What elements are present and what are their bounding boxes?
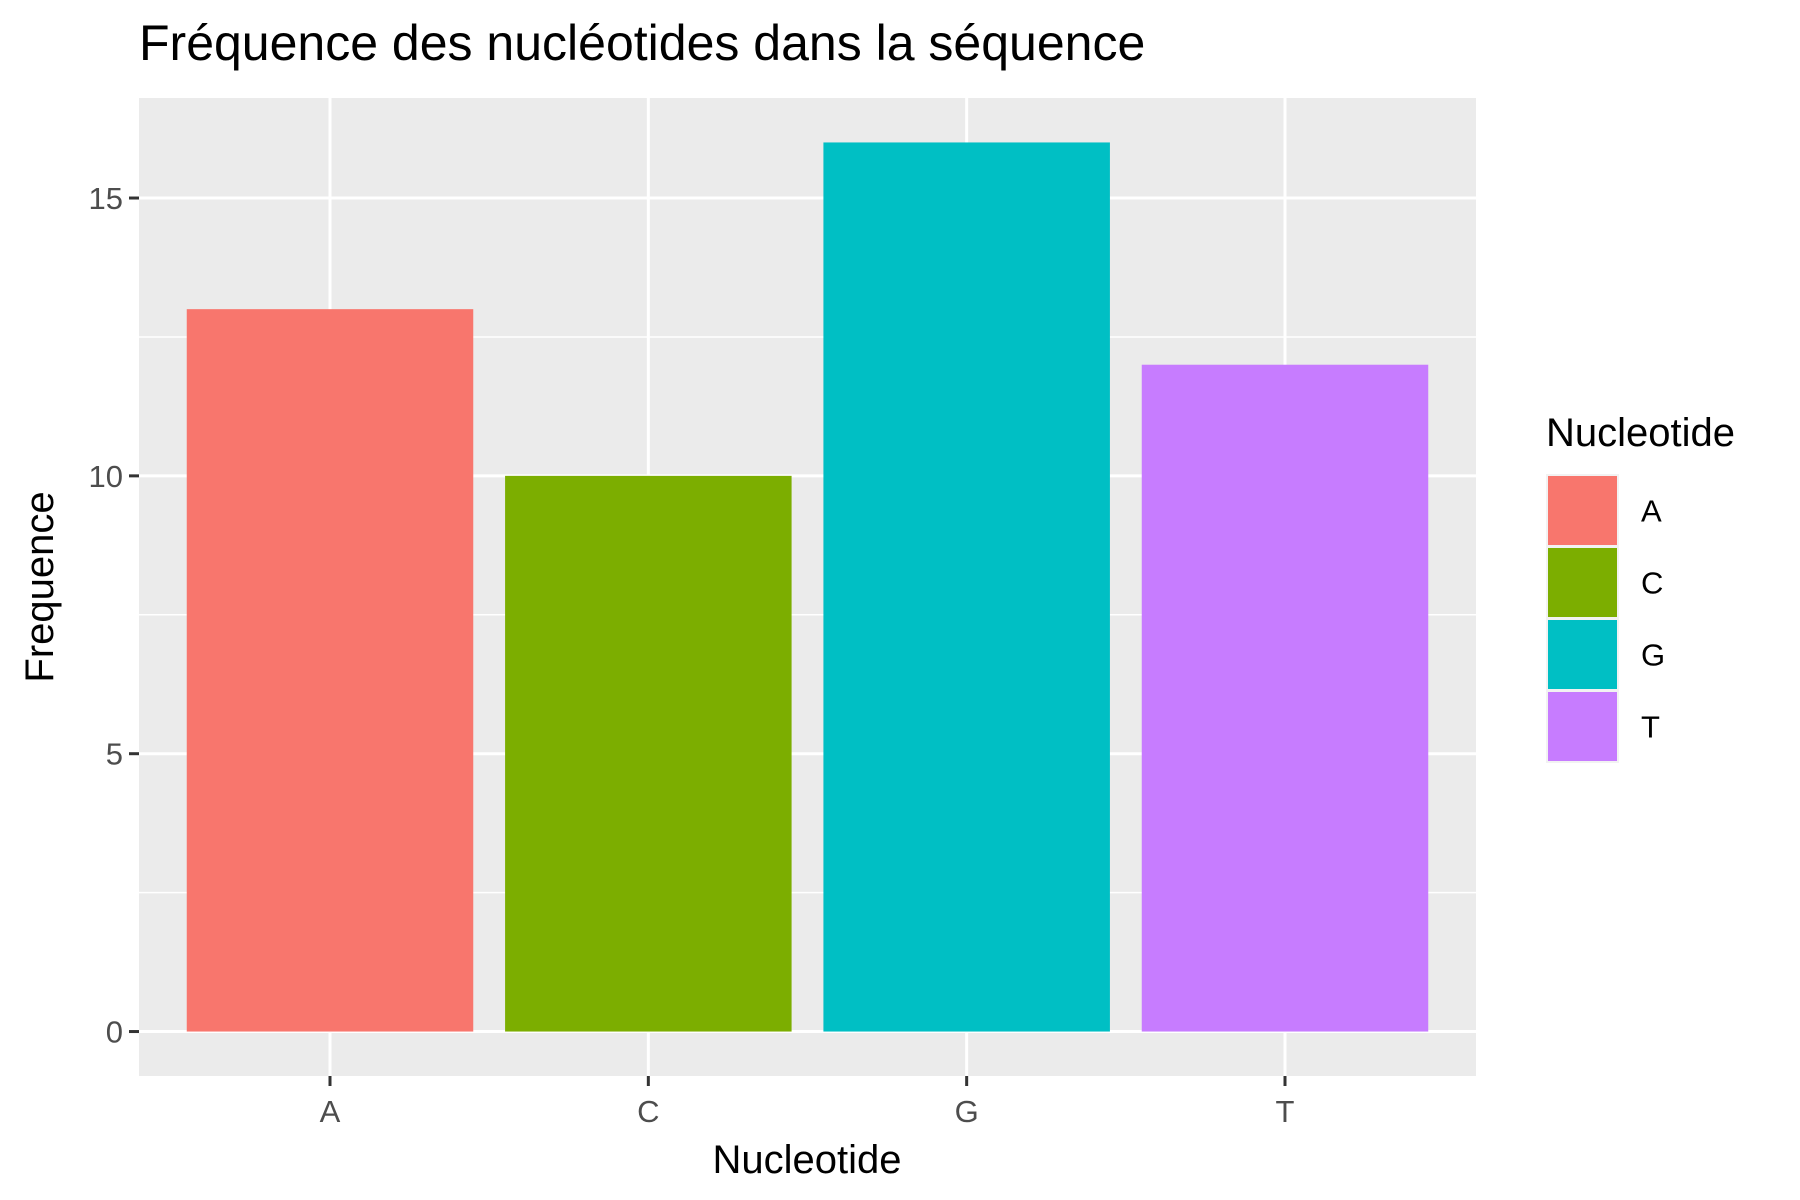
- y-axis: 0 5 10 15: [89, 181, 139, 1050]
- bars-group: [186, 142, 1429, 1032]
- legend-label: A: [1641, 494, 1662, 529]
- bar-c: [505, 475, 792, 1032]
- y-tick-label: 0: [106, 1015, 123, 1050]
- legend-swatch-g: [1548, 620, 1617, 689]
- x-tick-label: C: [637, 1094, 659, 1129]
- y-axis-title: Frequence: [18, 491, 62, 682]
- legend-swatch-c: [1548, 548, 1617, 617]
- y-tick-label: 15: [89, 181, 123, 216]
- x-tick-label: A: [320, 1094, 341, 1129]
- y-tick-label: 10: [89, 459, 123, 494]
- legend-label: G: [1641, 638, 1665, 673]
- legend-swatch-t: [1548, 692, 1617, 761]
- bar-g: [823, 142, 1110, 1032]
- x-tick-label: T: [1276, 1094, 1295, 1129]
- legend: A C G T: [1546, 474, 1665, 763]
- x-tick-label: G: [955, 1094, 979, 1129]
- legend-swatch-a: [1548, 476, 1617, 545]
- legend-title: Nucleotide: [1546, 411, 1735, 455]
- x-axis-title: Nucleotide: [712, 1138, 901, 1182]
- bar-t: [1141, 364, 1429, 1032]
- legend-label: C: [1641, 566, 1663, 601]
- legend-label: T: [1641, 710, 1660, 745]
- y-tick-label: 5: [106, 737, 123, 772]
- chart-title: Fréquence des nucléotides dans la séquen…: [139, 15, 1145, 71]
- bar-a: [186, 309, 474, 1032]
